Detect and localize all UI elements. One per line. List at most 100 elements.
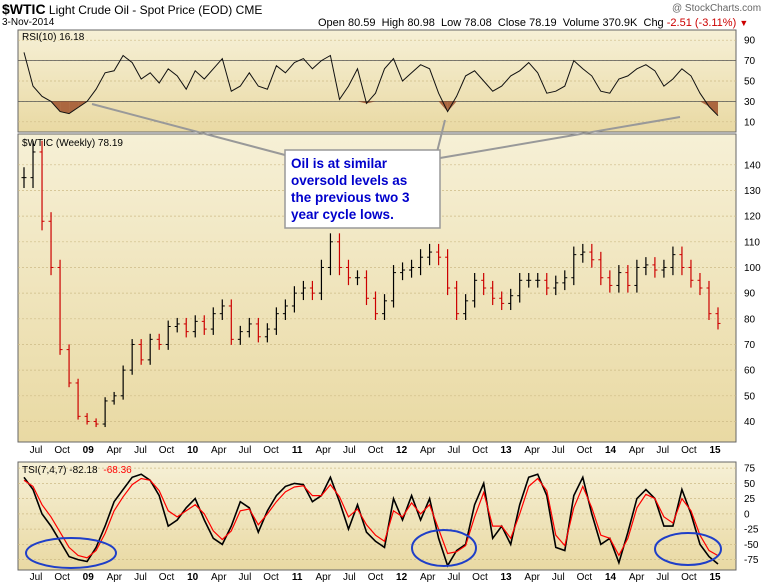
x-tick-label: Oct: [681, 445, 697, 456]
y-tick-label: 50: [744, 77, 756, 88]
x-tick-label: Oct: [472, 572, 488, 583]
chg-value: -2.51 (-3.11%): [666, 17, 737, 29]
instrument-name: Light Crude Oil - Spot Price (EOD): [48, 3, 233, 17]
y-tick-label: 0: [744, 509, 750, 520]
x-tick-label: Oct: [681, 572, 697, 583]
rsi-panel-bg: [17, 29, 737, 133]
x-tick-label: 09: [83, 572, 95, 583]
x-tick-label: Apr: [420, 445, 436, 456]
y-tick-label: 75: [744, 464, 756, 475]
x-tick-label: 12: [396, 572, 408, 583]
x-tick-label: Apr: [107, 572, 123, 583]
close-value: 78.19: [529, 17, 557, 29]
y-tick-label: 80: [744, 314, 756, 325]
x-tick-label: Oct: [368, 445, 384, 456]
tsi-panel-bg: [17, 461, 737, 571]
rsi-oversold-area: [69, 101, 79, 114]
price-y-ticks: 40 50 60 70 80 90 100 110 120 130 140: [744, 160, 761, 428]
x-tick-label: Apr: [524, 572, 540, 583]
x-tick-label: 14: [605, 445, 617, 456]
x-tick-label: Jul: [343, 572, 356, 583]
down-arrow-icon: ▼: [739, 18, 749, 28]
tsi-y-ticks: -75 -50 -25 0 25 50 75: [744, 464, 759, 567]
y-tick-label: 140: [744, 160, 761, 171]
x-tick-label: Jul: [656, 572, 669, 583]
rsi-oversold-area: [357, 101, 367, 104]
x-tick-label: 14: [605, 572, 617, 583]
y-tick-label: -25: [744, 525, 759, 536]
low-label: Low: [440, 17, 462, 29]
x-tick-label: 11: [292, 572, 303, 583]
x-tick-label: Oct: [577, 572, 593, 583]
x-tick-label: Apr: [107, 445, 123, 456]
tsi-signal-series: [23, 477, 719, 559]
annotation-text: Oil is at similar oversold levels as the p…: [291, 156, 410, 222]
y-tick-label: 60: [744, 366, 756, 377]
rsi-title: RSI(10) 16.18: [22, 32, 85, 43]
rsi-oversold-area: [366, 101, 376, 104]
y-tick-label: 50: [744, 391, 756, 402]
high-label: High: [381, 17, 405, 29]
high-value: 80.98: [407, 17, 435, 29]
x-tick-label: 11: [292, 445, 303, 456]
x-tick-label: 09: [83, 445, 95, 456]
x-tick-label: Apr: [524, 445, 540, 456]
tsi-line-label: TSI(7,4,7) -82.18: [22, 465, 98, 476]
volume-value: 370.9K: [602, 17, 638, 29]
x-tick-label: Oct: [159, 572, 175, 583]
exchange: CME: [235, 3, 263, 17]
x-tick-label: Oct: [577, 445, 593, 456]
y-tick-label: 25: [744, 494, 756, 505]
x-tick-label: Oct: [263, 572, 279, 583]
y-tick-label: 50: [744, 479, 756, 490]
annotation-box: [284, 149, 441, 229]
x-tick-label: Oct: [159, 445, 175, 456]
x-tick-label: 10: [187, 445, 199, 456]
price-bars: [21, 140, 721, 428]
rsi-oversold-area: [708, 101, 718, 116]
x-tick-label: Jul: [656, 445, 669, 456]
y-tick-label: -50: [744, 540, 759, 551]
x-tick-label: Jul: [239, 445, 252, 456]
x-tick-label: Jul: [552, 445, 565, 456]
open-label: Open: [318, 17, 345, 29]
pointer-line-2008: [91, 103, 286, 156]
x-tick-label: Apr: [211, 445, 227, 456]
x-tick-label: Jul: [447, 572, 460, 583]
y-tick-label: 10: [744, 117, 756, 128]
x-tick-label: Apr: [211, 572, 227, 583]
y-tick-label: 90: [744, 36, 756, 47]
x-tick-label: 15: [709, 572, 721, 583]
tsi-main-series: [23, 473, 719, 568]
rsi-series: [23, 52, 719, 117]
x-axis-top: Jul Oct 09 Apr Jul Oct 10 Apr Jul Oct 11 Apr Jul Oct 1…: [30, 445, 721, 456]
y-tick-label: 70: [744, 56, 756, 67]
x-tick-label: 13: [501, 572, 513, 583]
oversold-circle-2012: [411, 529, 477, 567]
tsi-lines: [23, 473, 719, 568]
x-tick-label: Oct: [54, 445, 70, 456]
pointer-line-2014: [439, 116, 681, 159]
x-tick-label: Oct: [263, 445, 279, 456]
x-tick-label: Apr: [629, 445, 645, 456]
watermark: @ StockCharts.com: [672, 3, 762, 14]
x-tick-label: Oct: [54, 572, 70, 583]
x-tick-label: Oct: [472, 445, 488, 456]
volume-label: Volume: [562, 17, 600, 29]
symbol: $WTIC: [2, 1, 46, 17]
tsi-signal-label: -68.36: [103, 465, 132, 476]
x-axis-bottom: Jul Oct 09 Apr Jul Oct 10 Apr Jul Oct 11 Apr Jul Oct 1…: [30, 572, 721, 583]
tsi-title: TSI(7,4,7) -82.18 -68.36: [22, 465, 132, 476]
annotation-line: the previous two 3: [291, 190, 410, 205]
low-value: 78.08: [464, 17, 492, 29]
y-tick-label: 120: [744, 212, 761, 223]
x-tick-label: Jul: [134, 445, 147, 456]
y-tick-label: 130: [744, 186, 761, 197]
annotation-line: year cycle lows.: [291, 207, 394, 222]
x-tick-label: Apr: [315, 445, 331, 456]
y-tick-label: 90: [744, 289, 756, 300]
annotation-line: Oil is at similar: [291, 156, 388, 171]
price-title: $WTIC (Weekly) 78.19: [22, 138, 123, 149]
y-tick-label: 70: [744, 340, 756, 351]
